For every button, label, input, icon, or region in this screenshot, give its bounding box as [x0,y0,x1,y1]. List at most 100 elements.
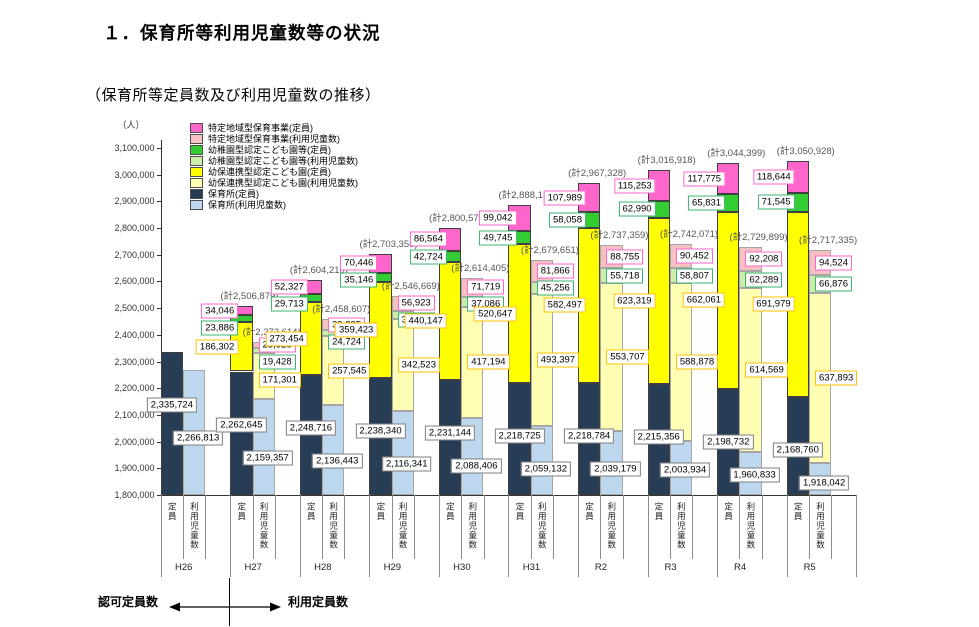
y-tick-mark [156,361,161,363]
category-divider [160,495,162,577]
cell-divider [461,495,463,559]
bar-capacity-H27-yochien [230,315,253,322]
value-label-capacity-yoho: 662,061 [682,292,726,308]
legend-label: 特定地域型保育事業(定員) [208,123,313,133]
bar-sublabel-usage: 利用児童数 [328,502,339,550]
total-label-capacity: (計3,050,928) [776,146,835,158]
value-label-usage-yoho: 257,545 [328,363,371,379]
y-tick-label: 2,600,000 [114,276,155,287]
value-label-usage-hoikusho: 1,960,833 [729,467,780,483]
y-tick-label: 2,300,000 [114,356,155,367]
value-label-usage-yochien: 66,876 [814,276,852,292]
value-label-capacity-tokutei: 118,644 [753,169,795,185]
value-label-capacity-hoikusho: 2,262,645 [216,417,267,432]
value-label-usage-yoho: 417,194 [467,354,510,370]
annotation-left-label: 認可定員数 [98,595,159,609]
value-label-usage-tokutei: 81,866 [536,263,574,279]
year-label: R3 [664,562,677,573]
category-divider [230,495,232,577]
year-label: H30 [453,562,471,573]
value-label-usage-yochien: 62,289 [745,272,783,288]
legend-label: 幼保連携型認定こども園(定員) [208,167,331,177]
year-label: R5 [803,562,816,573]
y-tick-mark [156,308,161,310]
bar-sublabel-capacity: 定員 [375,502,386,521]
value-label-usage-tokutei: 71,719 [467,279,505,295]
total-label-capacity: (計2,506,879) [220,291,279,303]
value-label-capacity-yoho: 691,979 [752,296,795,312]
cell-divider [761,495,763,559]
value-label-capacity-yoho: 359,423 [335,322,378,338]
value-label-capacity-tokutei: 52,327 [270,279,308,295]
total-label-capacity: (計2,604,210) [289,265,348,277]
total-label-usage: (計2,458,607) [312,304,371,316]
value-label-usage-tokutei: 94,524 [814,255,852,271]
total-label-usage: (計2,614,405) [451,262,510,274]
total-label-capacity: (計3,016,918) [637,155,696,167]
value-label-capacity-yochien: 62,990 [618,201,656,217]
category-divider [508,495,510,577]
total-label-capacity: (計2,888,159) [498,189,557,201]
y-axis-line [160,140,162,495]
y-axis-unit-label: （人） [117,120,145,130]
bar-sublabel-capacity: 定員 [167,502,178,521]
y-tick-label: 2,900,000 [114,196,155,207]
y-tick-label: 1,800,000 [114,490,155,500]
value-label-usage-yochien: 55,718 [606,268,644,284]
bar-sublabel-usage: 利用児童数 [259,502,270,550]
legend-swatch-icon [190,188,203,199]
bar-sublabel-capacity: 定員 [793,502,804,521]
bar-sublabel-capacity: 定員 [445,502,456,521]
total-label-usage: (計2,742,071) [659,228,719,240]
y-tick-mark [156,334,161,336]
category-divider [786,495,788,577]
value-label-usage-hoikusho: 2,059,132 [520,461,572,477]
total-label-capacity: (計2,800,579) [429,212,488,224]
value-label-capacity-tokutei: 34,046 [201,303,239,319]
category-divider [856,495,858,577]
y-tick-label: 2,000,000 [114,436,155,447]
legend-swatch-icon [190,199,203,210]
cell-divider [274,495,276,559]
legend-item: 特定地域型保育事業(利用児童数) [190,133,358,144]
value-label-usage-hoikusho: 2,039,179 [590,461,641,477]
bar-sublabel-usage: 利用児童数 [815,502,826,550]
bar-capacity-H27-hoikusho [230,371,253,495]
cell-divider [600,495,602,559]
value-label-capacity-yoho: 623,319 [613,293,656,309]
annotation-right-label: 利用定員数 [288,595,349,609]
year-label: H26 [174,562,193,573]
y-tick-mark [156,201,161,203]
value-label-usage-hoikusho: 2,159,357 [242,450,293,465]
year-label: H29 [383,562,402,573]
bar-usage-H27-hoikusho [252,399,275,495]
category-divider [299,495,301,577]
value-label-capacity-hoikusho: 2,215,356 [633,429,684,445]
legend-swatch-icon [190,144,203,155]
total-label-capacity: (計2,967,328) [568,168,627,180]
cell-divider [622,495,624,559]
y-tick-mark [156,281,161,283]
cell-divider [483,495,485,559]
legend-item: 幼稚園型認定こども園等(利用児童数) [190,155,358,166]
legend-label: 幼保連携型認定こども園(利用児童数) [208,178,358,188]
cell-divider [831,495,833,559]
cell-divider [205,495,207,559]
value-label-usage-hoikusho: 2,088,406 [451,458,502,474]
y-tick-label: 3,100,000 [114,143,155,153]
value-label-capacity-yochien: 49,745 [479,230,517,246]
cell-divider [252,495,254,559]
value-label-usage-tokutei: 56,923 [397,295,435,311]
value-label-usage-yoho: 171,301 [258,372,301,388]
bar-usage-H28-hoikusho [322,405,345,495]
y-tick-mark [156,495,161,496]
y-tick-label: 2,700,000 [114,249,155,260]
y-tick-label: 2,400,000 [114,329,155,340]
value-label-usage-yochien: 19,428 [258,354,296,370]
value-label-capacity-tokutei: 86,564 [409,231,447,247]
y-tick-mark [156,228,161,230]
value-label-capacity-yoho: 520,647 [474,306,517,322]
value-label-usage-hoikusho: 2,266,813 [173,430,224,446]
page-title: １．保育所等利用児童数等の状況 [103,23,381,43]
